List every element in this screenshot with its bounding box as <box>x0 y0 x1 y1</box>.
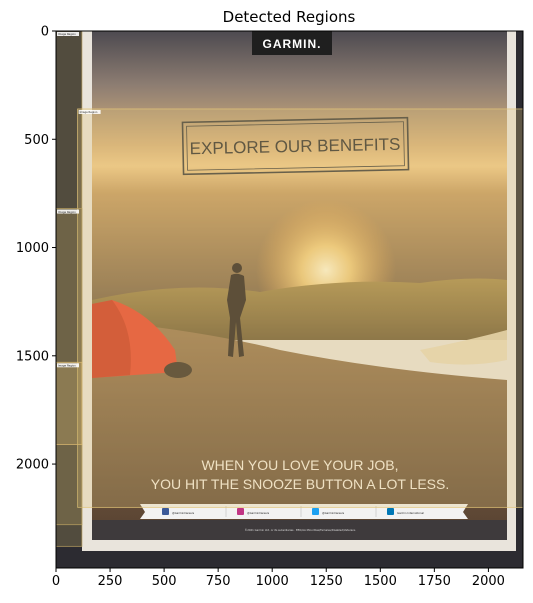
y-tick-label: 0 <box>41 25 49 40</box>
y-tick-label: 1000 <box>16 241 49 256</box>
headline-frame-inner <box>186 121 405 171</box>
region-label-bg <box>78 109 101 114</box>
x-tick-label: 250 <box>98 574 123 589</box>
social-handle-text: @GarminCareers <box>172 511 195 515</box>
region-label-bg <box>57 363 79 368</box>
detected-regions-layer: Image Region Image Region Image Region Imag… <box>55 30 524 547</box>
brand-badge <box>252 31 332 55</box>
chart-title: Detected Regions <box>223 8 356 26</box>
headline-frame-outer <box>181 116 410 176</box>
backpack <box>164 362 192 378</box>
hiker-figure <box>227 263 246 357</box>
y-tick-label: 500 <box>24 133 49 148</box>
region-label: Image Region <box>58 363 76 367</box>
x-tick-label: 1750 <box>418 574 451 589</box>
region-label-bg <box>57 32 79 36</box>
x-tick-label: 0 <box>52 574 60 589</box>
region-label-bg <box>57 209 79 214</box>
region-label: Image Region <box>58 210 76 214</box>
instagram-icon <box>237 508 244 515</box>
y-tick-label: 2000 <box>16 458 49 473</box>
twitter-icon <box>312 508 319 515</box>
x-tick-label: 1000 <box>256 574 289 589</box>
poster-image: GARMIN. EXPLORE OUR BENEFITS WHEN YOU LO… <box>56 31 523 568</box>
tent-shade <box>92 300 131 378</box>
x-tick-label: 1500 <box>364 574 397 589</box>
region-label: Image Region <box>80 110 98 114</box>
region-label: Image Region <box>58 32 76 36</box>
linkedin-icon <box>387 508 394 515</box>
distant-hills <box>92 278 507 340</box>
x-tick-label: 1250 <box>310 574 343 589</box>
x-tick-label: 2000 <box>472 574 505 589</box>
region-box <box>77 108 524 508</box>
plot-area: GARMIN. EXPLORE OUR BENEFITS WHEN YOU LO… <box>55 30 524 569</box>
facebook-icon <box>162 508 169 515</box>
region-box <box>55 361 83 445</box>
headline-text: EXPLORE OUR BENEFITS <box>189 135 400 158</box>
axes-frame <box>55 30 524 569</box>
tagline-line-2: YOU HIT THE SNOOZE BUTTON A LOT LESS. <box>151 476 449 492</box>
social-handles: @GarminCareers @GarminCareers @GarminCaree… <box>162 506 424 517</box>
footer-band <box>92 520 507 540</box>
social-handle-text: @GarminCareers <box>322 511 345 515</box>
y-tick-label: 1500 <box>16 349 49 364</box>
social-handle-text: @GarminCareers <box>247 511 270 515</box>
y-axis: 0 500 1000 1500 2000 <box>16 25 56 473</box>
river <box>420 330 507 365</box>
tagline-line-1: WHEN YOU LOVE YOUR JOB, <box>201 457 398 473</box>
footer-legal-text: ©2021 Garmin Ltd. or its subsidiaries · … <box>245 528 356 532</box>
x-tick-label: 750 <box>206 574 231 589</box>
brand-logo-text: GARMIN. <box>263 37 322 51</box>
x-axis: 0 250 500 750 1000 1250 1500 1750 2000 <box>52 568 505 589</box>
foreground-ground <box>92 320 507 520</box>
x-tick-label: 500 <box>152 574 177 589</box>
social-handle-text: Garmin International <box>397 511 424 515</box>
